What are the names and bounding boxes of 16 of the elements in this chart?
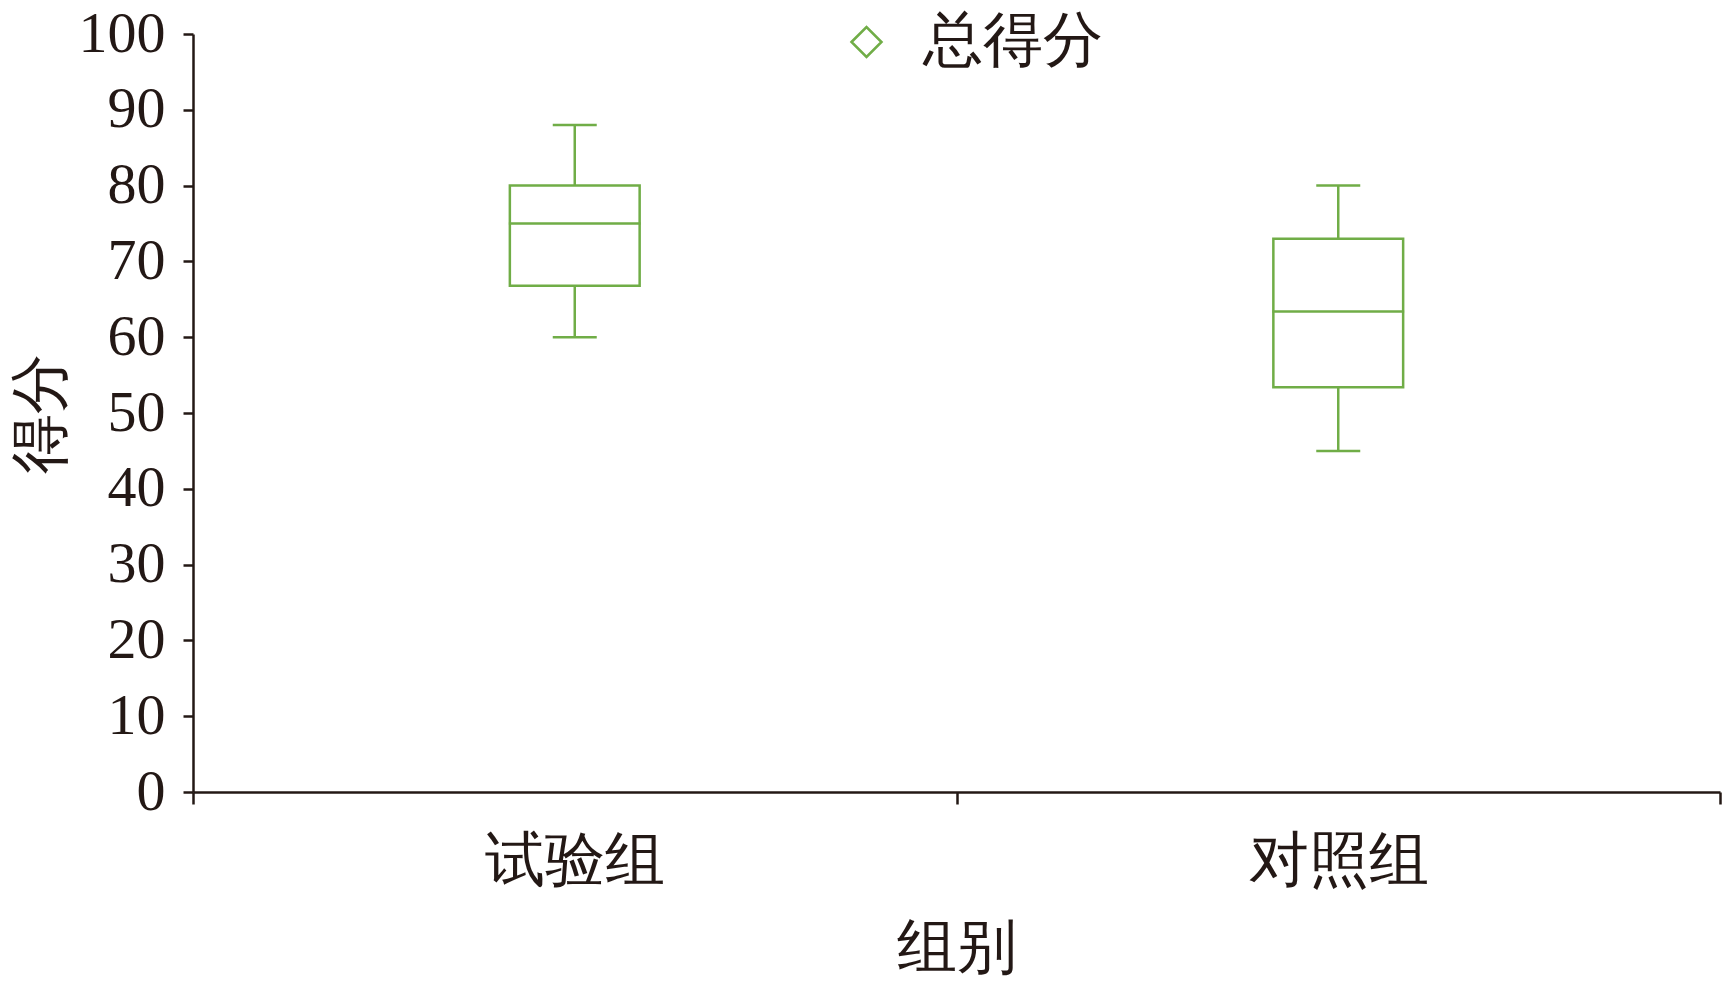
x-axis-title: 组别 (897, 913, 1017, 980)
y-axis-title: 得分 (6, 353, 73, 474)
y-tick-label: 80 (107, 151, 166, 217)
y-tick-label: 50 (107, 378, 166, 444)
y-tick-label: 100 (78, 0, 166, 65)
y-tick-label: 0 (136, 757, 166, 823)
y-tick-label: 60 (107, 302, 166, 368)
x-tick-label: 对照组 (1248, 826, 1429, 893)
y-tick-label: 90 (107, 75, 166, 141)
y-tick-label: 70 (107, 226, 166, 292)
y-tick-label: 40 (107, 454, 166, 520)
y-tick-label: 30 (107, 530, 166, 596)
x-tick-label: 试验组 (485, 826, 666, 893)
y-tick-label: 10 (107, 681, 166, 747)
y-tick-label: 20 (107, 605, 166, 671)
legend-label: 总得分 (921, 7, 1103, 73)
